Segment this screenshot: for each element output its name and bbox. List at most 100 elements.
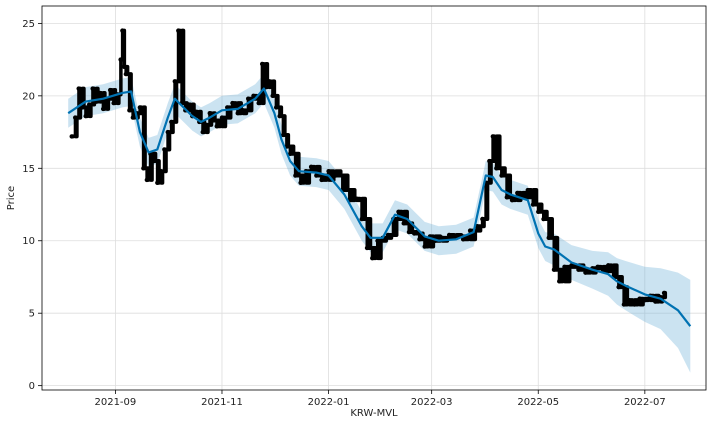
- data-point-marker: [155, 180, 160, 185]
- data-point-marker: [314, 173, 319, 178]
- data-point-marker: [277, 113, 282, 119]
- data-point-marker: [240, 108, 246, 113]
- data-point: [273, 93, 280, 110]
- data-point-marker: [605, 263, 611, 268]
- data-point: [141, 105, 147, 171]
- data-point-marker: [141, 166, 146, 171]
- data-point-marker: [453, 234, 459, 239]
- data-point: [642, 296, 651, 303]
- data-point-cluster: [162, 147, 168, 174]
- data-point: [422, 237, 430, 249]
- data-point-marker: [186, 102, 191, 107]
- data-point: [73, 115, 79, 139]
- data-point-marker: [107, 87, 113, 93]
- y-tick-label: 15: [22, 164, 35, 175]
- data-point-marker: [370, 255, 375, 261]
- data-point: [541, 209, 549, 222]
- data-point-cluster: [375, 238, 383, 261]
- data-point: [359, 196, 368, 222]
- data-point: [632, 298, 640, 307]
- data-point-marker: [100, 106, 106, 112]
- data-point-marker: [225, 105, 230, 110]
- data-point-marker: [536, 209, 541, 214]
- forecast-line-group: [67, 87, 692, 327]
- data-point-marker: [460, 237, 466, 242]
- data-point-marker: [637, 296, 642, 301]
- data-point: [214, 118, 222, 129]
- data-point-marker: [417, 237, 422, 242]
- data-point: [411, 230, 420, 236]
- data-point-marker: [204, 122, 209, 128]
- data-point: [179, 28, 186, 106]
- data-point: [277, 105, 284, 119]
- data-point-cluster: [141, 105, 147, 171]
- data-point-marker: [467, 228, 473, 233]
- data-point-marker: [364, 245, 370, 251]
- data-point-marker: [490, 134, 496, 139]
- data-point-cluster: [547, 217, 554, 240]
- data-point: [287, 144, 296, 157]
- x-tick-label: 2021-11: [201, 397, 243, 408]
- data-point: [370, 245, 378, 261]
- data-point-marker: [551, 267, 557, 272]
- data-point-cluster: [166, 130, 172, 152]
- data-point-cluster: [552, 235, 560, 272]
- data-point-marker: [214, 124, 219, 129]
- data-point-marker: [411, 231, 417, 236]
- data-point-cluster: [341, 173, 350, 193]
- data-point-cluster: [562, 264, 572, 284]
- data-point-marker: [158, 168, 164, 174]
- data-point-marker: [504, 195, 509, 200]
- data-point: [661, 290, 668, 300]
- data-point-marker: [219, 115, 225, 120]
- data-point-marker: [176, 28, 181, 33]
- y-axis: 0 5 10 15 20 25: [22, 19, 42, 392]
- data-point-marker: [385, 232, 391, 238]
- data-point-marker: [83, 113, 88, 119]
- x-tick-label: 2022-05: [517, 397, 559, 408]
- data-point-marker: [530, 202, 536, 207]
- data-point: [494, 134, 502, 171]
- data-point-marker: [569, 263, 574, 268]
- data-point: [298, 173, 306, 185]
- data-point-marker: [211, 118, 216, 123]
- y-axis-label: Price: [6, 186, 17, 210]
- data-point: [270, 79, 277, 99]
- data-point-cluster: [73, 115, 79, 139]
- data-point-marker: [293, 173, 298, 178]
- data-point-marker: [509, 197, 515, 203]
- x-tick-label: 2022-07: [624, 397, 666, 408]
- data-point-marker: [308, 164, 314, 170]
- data-point-marker: [97, 90, 102, 96]
- data-point-marker: [235, 111, 240, 116]
- data-point-marker: [515, 190, 520, 196]
- data-point-marker: [557, 279, 562, 284]
- data-point-marker: [90, 86, 95, 91]
- data-point-marker: [480, 216, 485, 222]
- y-tick-label: 5: [29, 309, 35, 320]
- data-point-marker: [375, 238, 380, 243]
- data-point-marker: [165, 129, 171, 135]
- data-point-marker: [576, 267, 581, 272]
- data-point-marker: [333, 173, 338, 178]
- data-point-cluster: [487, 159, 493, 185]
- data-point-marker: [256, 100, 261, 106]
- data-point-marker: [319, 177, 324, 183]
- y-tick-label: 0: [29, 381, 35, 392]
- data-point-marker: [354, 196, 359, 201]
- data-point-marker: [73, 115, 78, 120]
- data-point-marker: [298, 180, 303, 185]
- data-point-marker: [79, 105, 85, 110]
- data-point-marker: [273, 105, 279, 110]
- data-point-cluster: [173, 79, 179, 124]
- data-point-marker: [193, 109, 198, 114]
- data-point: [385, 232, 394, 240]
- x-tick-label: 2021-09: [94, 397, 136, 408]
- data-point-cluster: [271, 79, 277, 98]
- data-point: [230, 100, 238, 110]
- data-point-marker: [230, 100, 235, 106]
- data-point-marker: [144, 177, 150, 183]
- data-point-marker: [626, 297, 632, 303]
- data-point-marker: [169, 119, 174, 125]
